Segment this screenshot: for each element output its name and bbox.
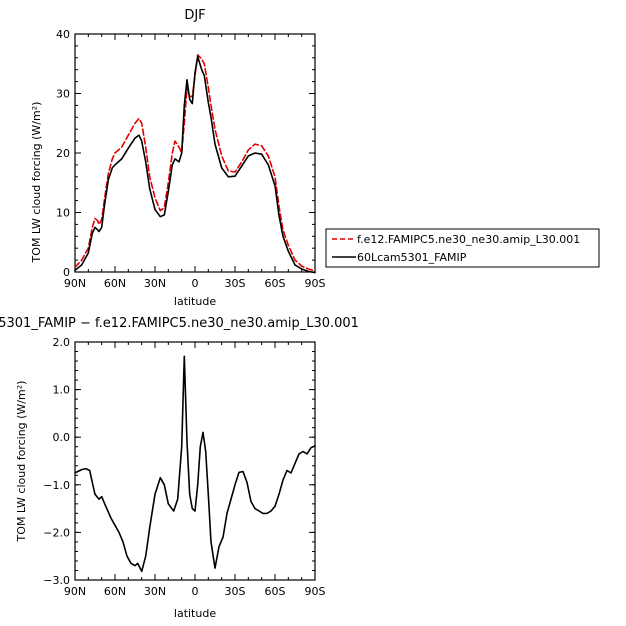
top-panel-y-tick-label: 0 [63, 266, 70, 279]
bottom-panel-y-tick-label: 2.0 [53, 336, 71, 349]
bottom-panel-x-tick-label: 90N [64, 585, 86, 598]
top-panel-xlabel: latitude [174, 295, 216, 308]
bottom-panel-x-tick-label: 30S [225, 585, 246, 598]
bottom-panel-axes-frame [74, 341, 316, 581]
top-panel-y-tick-label: 30 [56, 88, 70, 101]
bottom-panel-xlabel: latitude [174, 607, 216, 620]
bottom-panel-y-tick-label: −3.0 [43, 574, 70, 587]
top-panel-series-line-2 [74, 55, 316, 274]
top-panel-plot-area: 90N 60N 30N 0 30S 60S 90S 0 10 20 30 40 [56, 28, 326, 290]
bottom-panel-y-tick-label: −1.0 [43, 479, 70, 492]
bottom-panel-x-tick-label: 90S [305, 585, 326, 598]
top-panel-x-tick-label: 30S [225, 277, 246, 290]
bottom-panel-ylabel: TOM LW cloud forcing (W/m²) [15, 381, 28, 543]
bottom-panel-y-tick-label: 1.0 [53, 384, 71, 397]
top-panel-y-tick-label: 20 [56, 147, 70, 160]
bottom-panel-x-tick-label: 0 [192, 585, 199, 598]
top-panel-title: DJF [184, 8, 205, 23]
bottom-panel-y-tick-label: 0.0 [53, 431, 71, 444]
legend-label-series-1: f.e12.FAMIPC5.ne30_ne30.amip_L30.001 [357, 233, 580, 246]
top-panel-y-tick-label: 40 [56, 28, 70, 41]
top-panel-x-tick-label: 90S [305, 277, 326, 290]
bottom-panel-plot-area: 90N 60N 30N 0 30S 60S 90S −3.0 −2.0 −1.0 0.0 1.0 2.0 [43, 336, 325, 598]
bottom-panel-x-tick-label: 30N [144, 585, 166, 598]
bottom-panel-x-tick-label: 60N [104, 585, 126, 598]
legend-label-series-2: 60Lcam5301_FAMIP [357, 251, 467, 264]
top-panel-x-tick-label: 30N [144, 277, 166, 290]
top-panel-x-tick-label: 60N [104, 277, 126, 290]
top-panel: DJF 90N 60N 30N 0 30S 60S 90S 0 10 20 30 40 latitud… [30, 8, 600, 308]
top-panel-x-tick-label: 0 [192, 277, 199, 290]
top-panel-ylabel: TOM LW cloud forcing (W/m²) [30, 102, 43, 264]
bottom-panel-y-tick-label: −2.0 [43, 526, 70, 539]
bottom-panel: n5301_FAMIP − f.e12.FAMIPC5.ne30_ne30.am… [0, 316, 359, 620]
bottom-panel-series-line-1 [74, 355, 316, 573]
bottom-panel-x-tick-label: 60S [265, 585, 286, 598]
top-panel-x-tick-label: 90N [64, 277, 86, 290]
legend-box [325, 228, 600, 268]
top-panel-series-line-1 [74, 54, 316, 272]
bottom-panel-title: n5301_FAMIP − f.e12.FAMIPC5.ne30_ne30.am… [0, 316, 359, 331]
top-panel-x-tick-label: 60S [265, 277, 286, 290]
top-panel-legend: f.e12.FAMIPC5.ne30_ne30.amip_L30.001 60L… [325, 228, 600, 268]
top-panel-y-tick-label: 10 [56, 207, 70, 220]
